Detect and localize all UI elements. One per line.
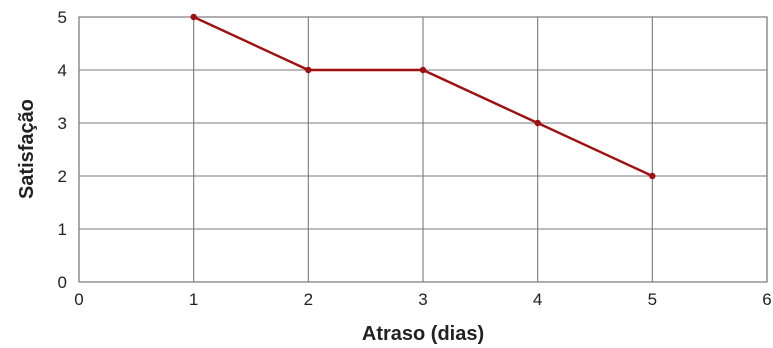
y-tick-label: 2 <box>58 167 67 186</box>
series-layer <box>190 13 656 180</box>
x-axis-label: Atraso (dias) <box>362 323 484 345</box>
x-tick-label: 2 <box>304 290 313 309</box>
data-point <box>534 119 541 127</box>
y-tick-label: 0 <box>58 273 67 292</box>
y-tick-label: 5 <box>58 8 67 27</box>
data-point <box>649 172 656 180</box>
y-tick-label: 1 <box>58 220 67 239</box>
x-tick-label: 6 <box>762 290 771 309</box>
y-tick-label: 3 <box>58 114 67 133</box>
y-axis-label: Satisfação <box>16 99 38 199</box>
data-point <box>419 66 427 74</box>
x-tick-label: 4 <box>533 290 542 309</box>
grid <box>78 16 768 283</box>
x-tick-label: 5 <box>648 290 657 309</box>
x-tick-label: 3 <box>418 290 427 309</box>
y-tick-label: 4 <box>58 61 67 80</box>
x-tick-label: 0 <box>74 290 83 309</box>
x-tick-label: 1 <box>189 290 198 309</box>
x-axis-ticks: 0 1 2 3 4 5 6 <box>74 290 771 309</box>
data-point <box>190 13 197 21</box>
y-axis-ticks: 0 1 2 3 4 5 <box>58 8 67 292</box>
data-point <box>305 66 312 74</box>
plot-frame <box>78 16 768 283</box>
